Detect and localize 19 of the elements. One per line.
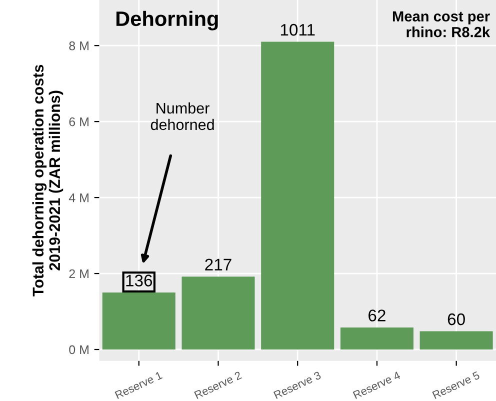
y-tick-label: 2 M [69, 269, 88, 278]
annotation: Number dehorned [150, 102, 214, 130]
annotation: 217 [205, 258, 232, 270]
y-tick-label: 8 M [69, 41, 88, 50]
y-tick-label: 0 M [69, 345, 88, 354]
bar [420, 331, 493, 350]
y-tick-label: 6 M [69, 117, 88, 126]
bar [102, 292, 176, 350]
chart-title: Dehorning [116, 10, 218, 30]
bar [182, 276, 255, 350]
y-tick-label: 4 M [68, 193, 88, 202]
annotation: 60 [448, 313, 465, 326]
annotation: 136 [126, 274, 152, 286]
bar [340, 327, 414, 350]
annotation: 62 [368, 310, 386, 322]
annotation: 1011 [280, 24, 315, 36]
bar [261, 42, 334, 350]
annotation: Mean cost per rhino: R8.2k [392, 11, 490, 38]
y-axis-title: Total dehorning operation costs 2019-2021 (ZAR millions) [32, 64, 64, 296]
